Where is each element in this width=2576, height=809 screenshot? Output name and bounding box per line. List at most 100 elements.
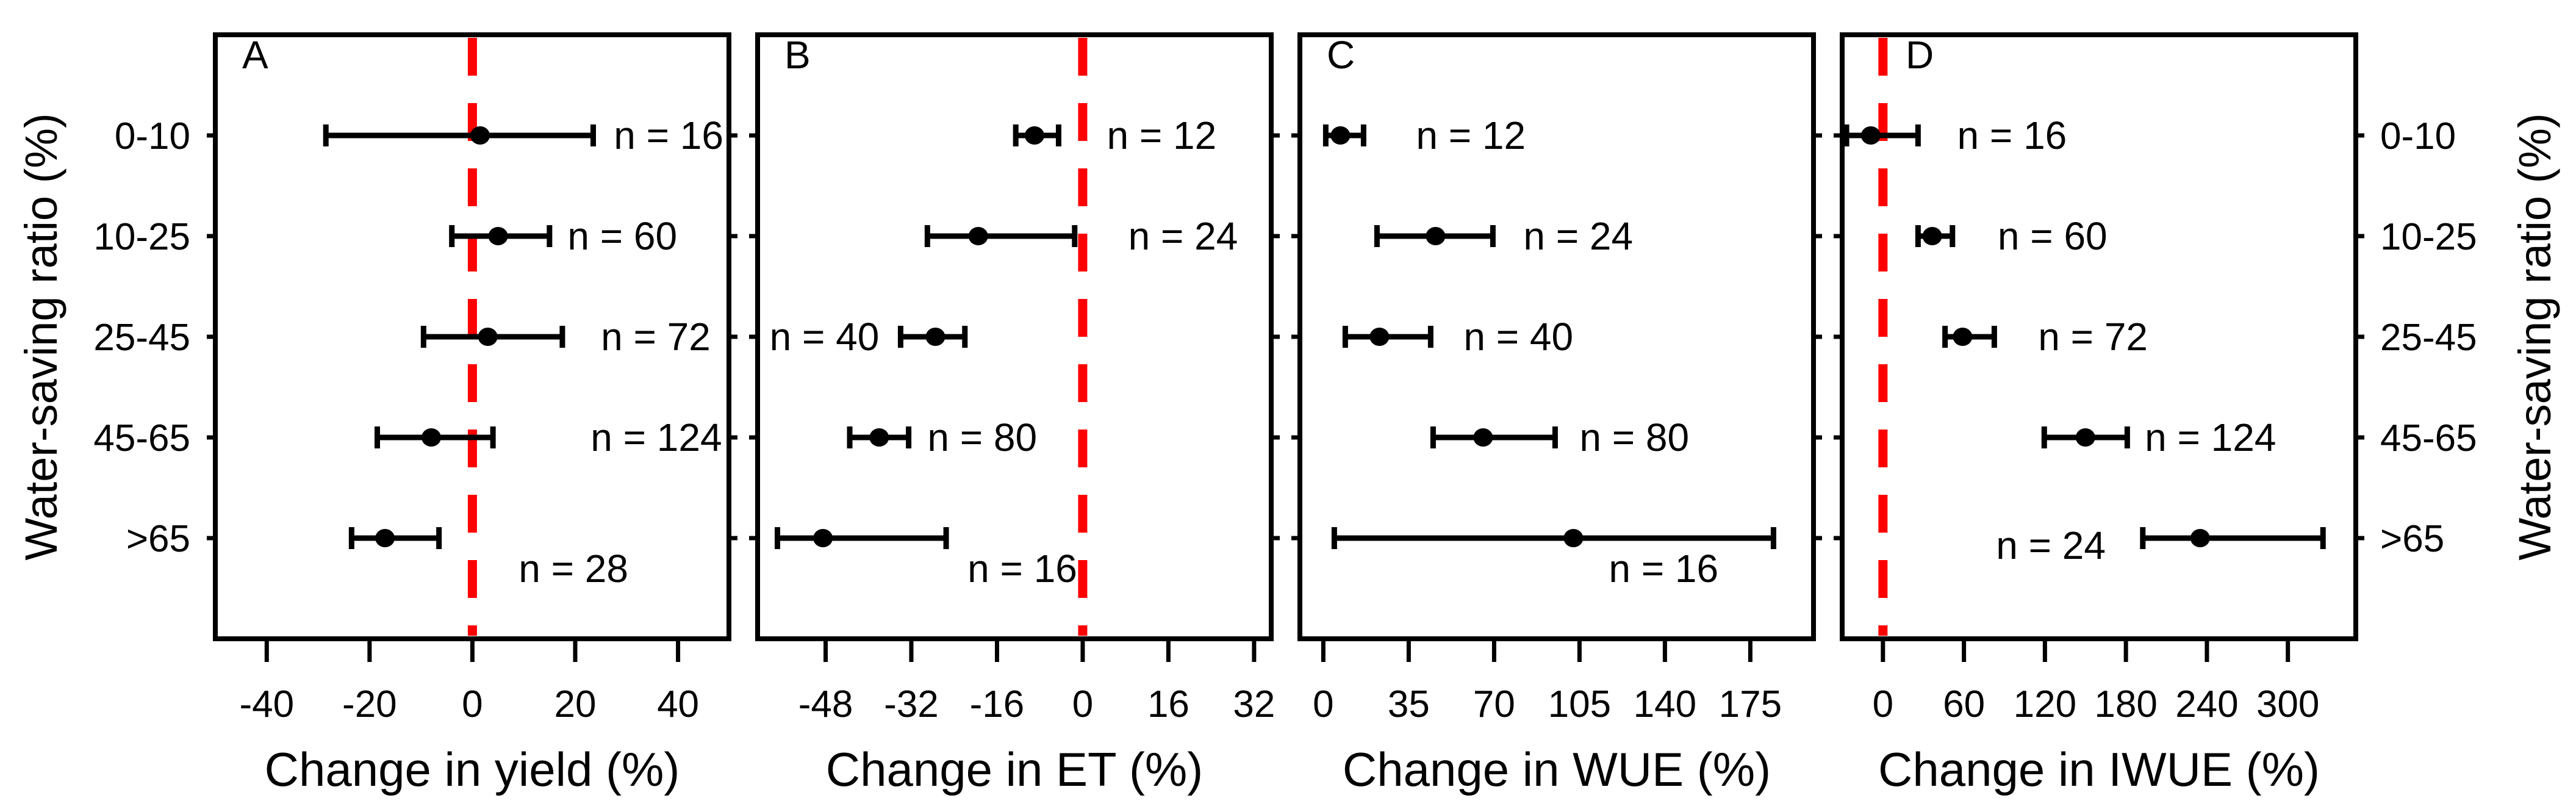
data-row-45-65: n = 124 bbox=[374, 415, 722, 459]
x-axis-title: Change in ET (%) bbox=[826, 742, 1204, 796]
data-point bbox=[968, 227, 988, 245]
n-count-label: n = 60 bbox=[567, 214, 677, 258]
y-category-label-left: 10-25 bbox=[93, 216, 190, 258]
x-tick-label: 0 bbox=[1072, 683, 1093, 725]
panel-D: 0 60 120 180 240 300 n = 16 n = 60 n = 72 n = 124… bbox=[1834, 32, 2364, 796]
panel-A: -40 -20 0 20 40 n = 16 n = 60 n = 72 n = 124 n = … bbox=[207, 32, 737, 796]
y-category-label-right: 45-65 bbox=[2380, 417, 2477, 459]
n-count-label: n = 124 bbox=[2145, 415, 2276, 459]
n-count-label: n = 16 bbox=[1957, 113, 2067, 157]
data-row-0-10: n = 12 bbox=[1013, 113, 1216, 157]
x-tick-label: 120 bbox=[2014, 683, 2076, 725]
data-row-45-65: n = 124 bbox=[2041, 415, 2276, 459]
x-axis-title: Change in yield (%) bbox=[265, 742, 680, 796]
data-point bbox=[1330, 126, 1351, 145]
x-tick-label: 20 bbox=[554, 683, 597, 725]
n-count-label: n = 28 bbox=[518, 547, 628, 591]
data-point bbox=[478, 328, 498, 346]
y-category-label-right: 25-45 bbox=[2380, 317, 2477, 359]
x-tick-label: 175 bbox=[1719, 683, 1782, 725]
panel-frame bbox=[1297, 32, 1816, 641]
n-count-label: n = 124 bbox=[590, 415, 722, 459]
x-tick-label: -40 bbox=[239, 683, 294, 725]
data-row->65: n = 16 bbox=[1331, 527, 1776, 591]
n-count-label: n = 12 bbox=[1416, 113, 1526, 157]
data-point bbox=[1860, 126, 1881, 145]
x-tick-label: 0 bbox=[1873, 683, 1893, 725]
y-axis-title-left: Water-saving ratio (%) bbox=[16, 113, 66, 560]
data-row-10-25: n = 24 bbox=[1374, 214, 1633, 258]
x-tick-label: -32 bbox=[884, 683, 939, 725]
x-tick-label: 60 bbox=[1943, 683, 1985, 725]
panel-letter: C bbox=[1327, 33, 1355, 77]
x-axis-title: Change in IWUE (%) bbox=[1878, 742, 2320, 796]
x-tick-label: 70 bbox=[1473, 683, 1515, 725]
panel-frame bbox=[1840, 32, 2358, 641]
data-row->65: n = 28 bbox=[348, 527, 628, 591]
panel-B: -48 -32 -16 0 16 32 n = 12 n = 24 n = 40 n = 80 n … bbox=[749, 32, 1280, 796]
data-row-45-65: n = 80 bbox=[847, 415, 1037, 459]
n-count-label: n = 80 bbox=[927, 415, 1037, 459]
x-tick-label: 0 bbox=[1313, 683, 1333, 725]
data-row->65: n = 16 bbox=[774, 527, 1077, 591]
x-tick-label: 240 bbox=[2175, 683, 2238, 725]
data-point bbox=[813, 529, 833, 547]
n-count-label: n = 16 bbox=[967, 547, 1077, 591]
y-category-label-right: 0-10 bbox=[2380, 115, 2456, 157]
y-category-label-left: 45-65 bbox=[93, 417, 190, 459]
x-tick-label: 40 bbox=[657, 683, 699, 725]
panel-C: 0 35 70 105 140 175 n = 12 n = 24 n = 40 n = 80 n … bbox=[1291, 32, 1822, 796]
data-point bbox=[421, 428, 441, 447]
x-tick-label: 105 bbox=[1548, 683, 1611, 725]
panel-frame bbox=[213, 32, 731, 641]
n-count-label: n = 12 bbox=[1107, 113, 1216, 157]
x-tick-label: 300 bbox=[2256, 683, 2319, 725]
data-point bbox=[1369, 328, 1390, 346]
data-row-10-25: n = 60 bbox=[449, 214, 677, 258]
data-row-0-10: n = 16 bbox=[323, 113, 723, 157]
x-tick-label: -20 bbox=[342, 683, 397, 725]
data-row-45-65: n = 80 bbox=[1430, 415, 1689, 459]
data-point bbox=[1024, 126, 1044, 145]
panel-letter: A bbox=[242, 33, 268, 77]
data-row->65: n = 24 bbox=[1996, 523, 2326, 567]
data-point bbox=[925, 328, 945, 346]
data-row-25-45: n = 72 bbox=[1942, 315, 2148, 359]
x-tick-label: 32 bbox=[1233, 683, 1275, 725]
panel-letter: B bbox=[784, 33, 811, 77]
panel-letter: D bbox=[1906, 33, 1934, 77]
n-count-label: n = 40 bbox=[770, 315, 880, 359]
y-category-label-left: 0-10 bbox=[115, 115, 190, 157]
x-tick-label: 16 bbox=[1147, 683, 1189, 725]
x-tick-label: 0 bbox=[462, 683, 483, 725]
x-tick-label: 180 bbox=[2094, 683, 2157, 725]
n-count-label: n = 40 bbox=[1463, 315, 1573, 359]
data-row-25-45: n = 40 bbox=[770, 315, 968, 359]
x-tick-label: 140 bbox=[1634, 683, 1696, 725]
data-point bbox=[488, 227, 508, 245]
data-point bbox=[2190, 529, 2210, 547]
data-row-10-25: n = 24 bbox=[924, 214, 1238, 258]
y-category-label-right: 10-25 bbox=[2380, 216, 2477, 258]
data-point bbox=[1922, 227, 1942, 245]
n-count-label: n = 24 bbox=[1996, 523, 2106, 567]
n-count-label: n = 72 bbox=[2038, 315, 2148, 359]
n-count-label: n = 60 bbox=[1998, 214, 2108, 258]
x-tick-label: -16 bbox=[970, 683, 1025, 725]
x-tick-label: -48 bbox=[798, 683, 853, 725]
data-row-25-45: n = 40 bbox=[1342, 315, 1573, 359]
data-point bbox=[470, 126, 490, 145]
data-point bbox=[869, 428, 889, 447]
data-row-0-10: n = 16 bbox=[1843, 113, 2067, 157]
n-count-label: n = 24 bbox=[1523, 214, 1633, 258]
data-point bbox=[2075, 428, 2095, 447]
x-axis-title: Change in WUE (%) bbox=[1343, 742, 1771, 796]
n-count-label: n = 72 bbox=[601, 315, 711, 359]
y-category-label-left: 25-45 bbox=[93, 317, 190, 359]
x-tick-label: 35 bbox=[1388, 683, 1430, 725]
data-row-0-10: n = 12 bbox=[1322, 113, 1526, 157]
y-category-label-right: >65 bbox=[2380, 518, 2444, 560]
data-point bbox=[375, 529, 395, 547]
